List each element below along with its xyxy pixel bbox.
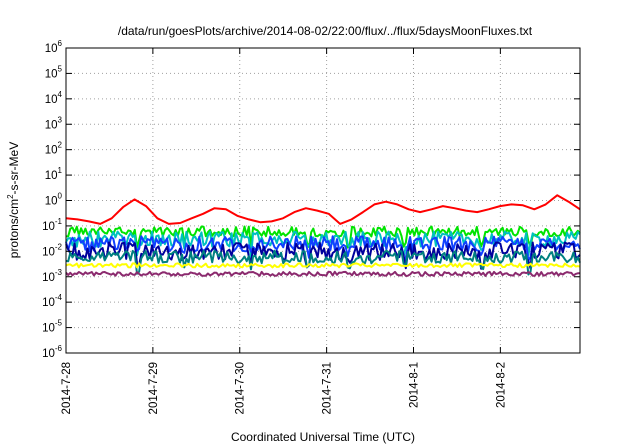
y-axis-label-sup: 2 [6, 194, 15, 199]
x-axis-label: Coordinated Universal Time (UTC) [231, 430, 415, 444]
x-tick-label: 2014-8-2 [495, 362, 507, 408]
y-tick-label: 101 [45, 166, 63, 182]
y-tick-label: 104 [45, 90, 63, 106]
series-line [65, 241, 581, 270]
x-tick-label: 2014-7-31 [322, 362, 334, 414]
y-tick-label: 10-3 [42, 268, 62, 284]
x-tick-label: 2014-7-30 [235, 362, 247, 414]
grid [66, 48, 580, 353]
y-tick-label: 105 [45, 64, 63, 80]
y-tick-label: 10-1 [42, 217, 62, 233]
x-tick-label: 2014-7-28 [61, 362, 73, 414]
x-tick-label: 2014-8-1 [408, 362, 420, 408]
svg-text:protons/cm2-s-sr-MeV: protons/cm2-s-sr-MeV [6, 142, 21, 258]
x-tick-label: 2014-7-29 [148, 362, 160, 414]
series-line [65, 270, 580, 277]
y-axis-label: protons/cm2-s-sr-MeV [6, 142, 21, 258]
data-series [65, 194, 581, 277]
series-line [65, 235, 581, 264]
y-tick-label: 10-2 [42, 242, 62, 258]
y-axis-label-rest: -s-sr-MeV [7, 142, 21, 195]
y-tick-label: 106 [45, 39, 63, 55]
series-line [65, 262, 581, 269]
y-tick-label: 102 [45, 141, 63, 157]
y-tick-label: 10-4 [42, 293, 62, 309]
y-tick-label: 100 [45, 192, 63, 208]
chart-title: /data/run/goesPlots/archive/2014-08-02/2… [118, 24, 533, 38]
y-tick-label: 10-5 [42, 319, 62, 335]
y-axis-label-main: protons/cm [7, 199, 21, 258]
axis-ticks: 10-6 10-5 10-4 10-3 10-2 10-1 100 101 102 103 104 1… [42, 39, 580, 414]
series-line [65, 194, 581, 225]
series-line [65, 249, 581, 276]
y-tick-label: 10-6 [42, 344, 62, 360]
y-tick-label: 103 [45, 115, 63, 131]
